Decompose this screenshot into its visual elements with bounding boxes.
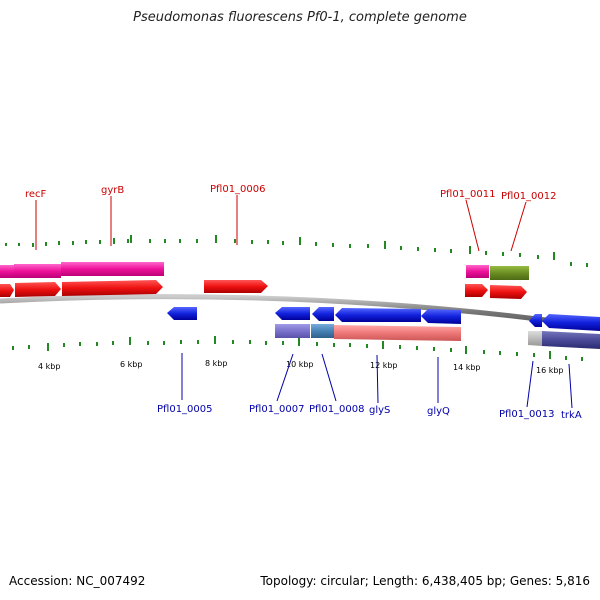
gene-label-pfl01-0012: Pfl01_0012	[501, 191, 557, 202]
gene-label-pfl01-0011: Pfl01_0011	[440, 189, 496, 200]
scale-labels: 4 kbp 6 kbp 8 kbp 10 kbp 12 kbp 14 kbp 1…	[38, 359, 564, 375]
scale-label: 14 kbp	[453, 363, 481, 372]
gene-label-pfl01-0005: Pfl01_0005	[157, 404, 213, 415]
cds-arrow	[275, 307, 310, 320]
gene-label-pfl01-0013: Pfl01_0013	[499, 409, 555, 420]
scale-label: 12 kbp	[370, 361, 398, 370]
upper-tick-row	[5, 235, 588, 267]
lower-tick-row	[12, 336, 583, 361]
cds-arrow	[542, 314, 600, 331]
scale-label: 10 kbp	[286, 360, 314, 369]
cds-arrow	[312, 307, 334, 321]
feature-block	[14, 264, 61, 278]
feature-block	[466, 265, 489, 278]
reverse-cds-track	[167, 307, 600, 331]
lower-feature-track	[275, 324, 600, 349]
gene-label-pfl01-0006: Pfl01_0006	[210, 184, 266, 195]
cds-arrow	[204, 280, 268, 293]
upper-feature-track	[0, 262, 529, 280]
cds-arrow	[62, 280, 163, 296]
feature-block	[334, 325, 461, 341]
feature-block	[528, 331, 542, 346]
gene-label-pfl01-0007: Pfl01_0007	[249, 404, 305, 415]
cds-arrow	[421, 309, 461, 324]
feature-block	[542, 331, 600, 349]
scale-label: 8 kbp	[205, 359, 227, 368]
map-title: Pseudomonas fluorescens Pf0-1, complete …	[133, 10, 467, 25]
scale-label: 4 kbp	[38, 362, 60, 371]
cds-arrow	[335, 308, 421, 322]
feature-block	[61, 262, 164, 276]
feature-block	[490, 266, 529, 280]
bottom-gene-labels	[181, 353, 573, 409]
cds-arrow	[15, 282, 61, 297]
feature-block	[0, 265, 14, 278]
cds-arrow	[167, 307, 197, 320]
top-gene-labels	[35, 195, 527, 252]
feature-block	[311, 324, 334, 338]
genome-summary-text: Topology: circular; Length: 6,438,405 bp…	[260, 574, 590, 588]
genome-backbone	[0, 294, 600, 330]
gene-label-trkA: trkA	[561, 410, 582, 421]
gene-label-pfl01-0008: Pfl01_0008	[309, 404, 365, 415]
cds-arrow	[0, 284, 14, 297]
accession-text: Accession: NC_007492	[9, 574, 146, 588]
cds-arrow	[490, 285, 527, 299]
gene-label-glyS: glyS	[369, 405, 390, 416]
feature-block	[275, 324, 310, 338]
gene-label-recF: recF	[25, 189, 47, 200]
gene-label-gyrB: gyrB	[101, 185, 124, 196]
scale-label: 6 kbp	[120, 360, 142, 369]
forward-cds-track	[0, 280, 527, 299]
cds-arrow	[529, 314, 542, 327]
gene-label-glyQ: glyQ	[427, 406, 450, 417]
scale-label: 16 kbp	[536, 366, 564, 375]
cds-arrow	[465, 284, 488, 297]
